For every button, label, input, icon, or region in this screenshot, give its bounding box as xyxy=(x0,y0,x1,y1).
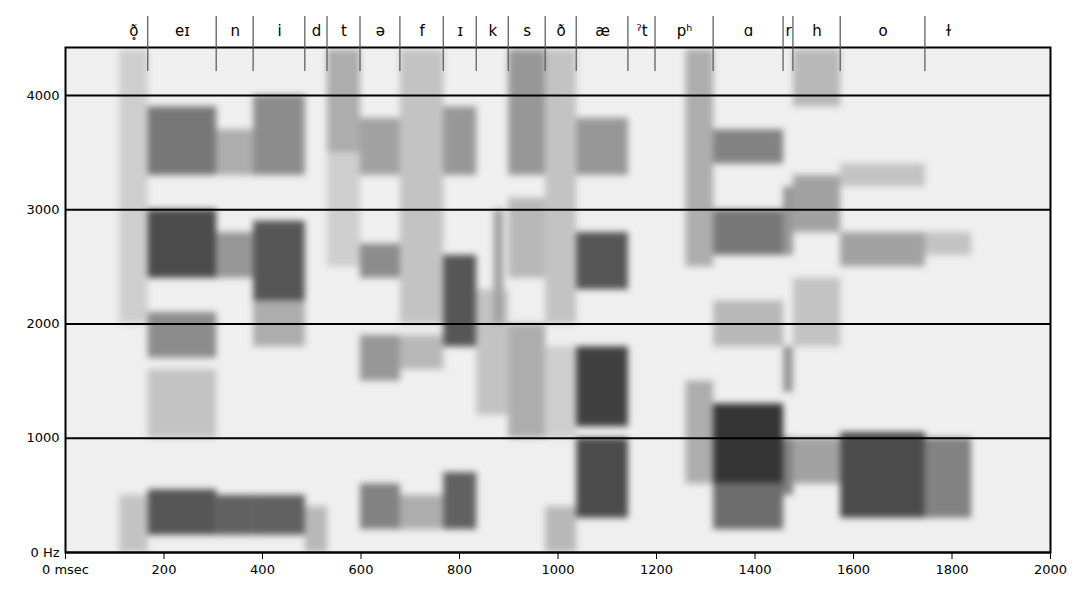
svg-text:ə: ə xyxy=(376,22,385,40)
svg-text:ɪ: ɪ xyxy=(457,22,463,40)
svg-text:ɫ: ɫ xyxy=(946,22,952,40)
svg-text:i: i xyxy=(277,22,281,40)
svg-text:1400: 1400 xyxy=(738,562,771,577)
svg-text:1200: 1200 xyxy=(640,562,673,577)
svg-text:0 msec: 0 msec xyxy=(42,562,89,577)
svg-text:ɑ: ɑ xyxy=(744,22,754,40)
svg-text:ˀt: ˀt xyxy=(636,22,648,40)
svg-text:o: o xyxy=(878,22,887,40)
svg-text:2000: 2000 xyxy=(1034,562,1067,577)
svg-text:f: f xyxy=(419,22,425,40)
svg-text:1000: 1000 xyxy=(26,430,59,445)
svg-text:r: r xyxy=(785,22,792,40)
svg-text:600: 600 xyxy=(349,562,374,577)
svg-text:ð: ð xyxy=(557,22,566,40)
svg-text:200: 200 xyxy=(152,562,177,577)
svg-text:3000: 3000 xyxy=(26,202,59,217)
svg-text:2000: 2000 xyxy=(26,316,59,331)
svg-text:0 Hz: 0 Hz xyxy=(30,545,59,560)
svg-text:eɪ: eɪ xyxy=(175,22,190,40)
svg-text:1600: 1600 xyxy=(837,562,870,577)
svg-text:800: 800 xyxy=(447,562,472,577)
svg-text:400: 400 xyxy=(250,562,275,577)
svg-text:s: s xyxy=(523,22,531,40)
svg-text:k: k xyxy=(488,22,497,40)
svg-text:h: h xyxy=(812,22,822,40)
svg-text:pʰ: pʰ xyxy=(677,22,693,40)
svg-text:4000: 4000 xyxy=(26,88,59,103)
svg-text:n: n xyxy=(230,22,240,40)
svg-text:t: t xyxy=(341,22,347,40)
svg-text:d: d xyxy=(312,22,322,40)
svg-text:ð̥: ð̥ xyxy=(129,22,138,40)
svg-text:æ: æ xyxy=(595,22,610,40)
svg-text:1000: 1000 xyxy=(541,562,574,577)
svg-text:1800: 1800 xyxy=(935,562,968,577)
